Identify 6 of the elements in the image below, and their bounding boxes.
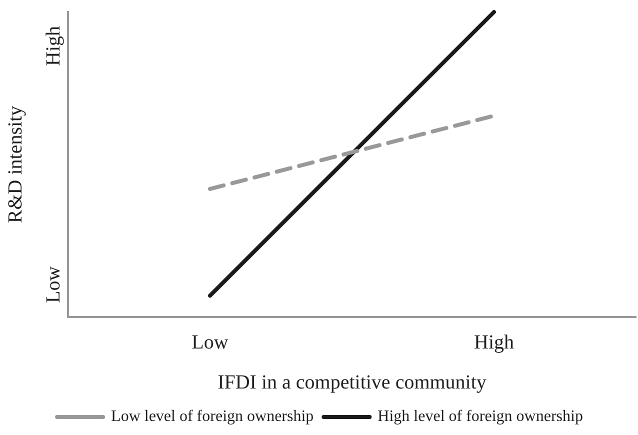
x-axis-title: IFDI in a competitive community (218, 371, 486, 394)
y-axis-title: R&D intensity (4, 106, 26, 224)
text: High (42, 26, 64, 66)
legend-label: Low level of foreign ownership (111, 408, 314, 426)
legend-label: High level of foreign ownership (378, 408, 583, 426)
text: Low (42, 266, 64, 303)
